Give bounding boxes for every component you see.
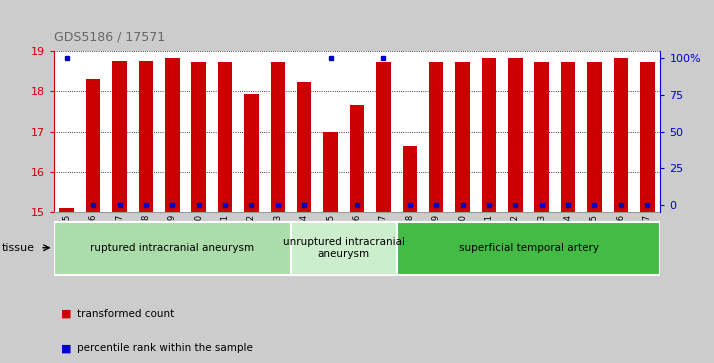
Bar	[376, 62, 391, 212]
Bar	[271, 62, 285, 212]
Text: GDS5186 / 17571: GDS5186 / 17571	[54, 30, 165, 44]
Bar	[560, 62, 575, 212]
Bar	[244, 94, 258, 212]
Bar	[640, 62, 655, 212]
Text: ■: ■	[61, 343, 71, 354]
Bar	[323, 132, 338, 212]
Text: tissue: tissue	[1, 243, 34, 253]
Bar	[535, 62, 549, 212]
Bar	[59, 208, 74, 212]
Bar	[191, 62, 206, 212]
Bar	[297, 82, 311, 212]
Bar	[456, 62, 470, 212]
Text: unruptured intracranial
aneurysm: unruptured intracranial aneurysm	[283, 237, 405, 259]
Text: ■: ■	[61, 309, 71, 319]
Text: superficial temporal artery: superficial temporal artery	[458, 243, 598, 253]
Text: percentile rank within the sample: percentile rank within the sample	[77, 343, 253, 354]
Bar	[508, 58, 523, 212]
Bar	[291, 222, 396, 275]
Bar	[403, 146, 417, 212]
Bar	[218, 62, 232, 212]
Bar	[54, 222, 291, 275]
Bar	[86, 79, 101, 212]
Bar	[587, 62, 602, 212]
Bar	[112, 61, 127, 212]
Bar	[139, 61, 154, 212]
Bar	[429, 62, 443, 212]
Bar	[482, 58, 496, 212]
Bar	[165, 58, 179, 212]
Bar	[396, 222, 660, 275]
Bar	[350, 105, 364, 212]
Text: transformed count: transformed count	[77, 309, 174, 319]
Bar	[613, 58, 628, 212]
Text: ruptured intracranial aneurysm: ruptured intracranial aneurysm	[90, 243, 254, 253]
